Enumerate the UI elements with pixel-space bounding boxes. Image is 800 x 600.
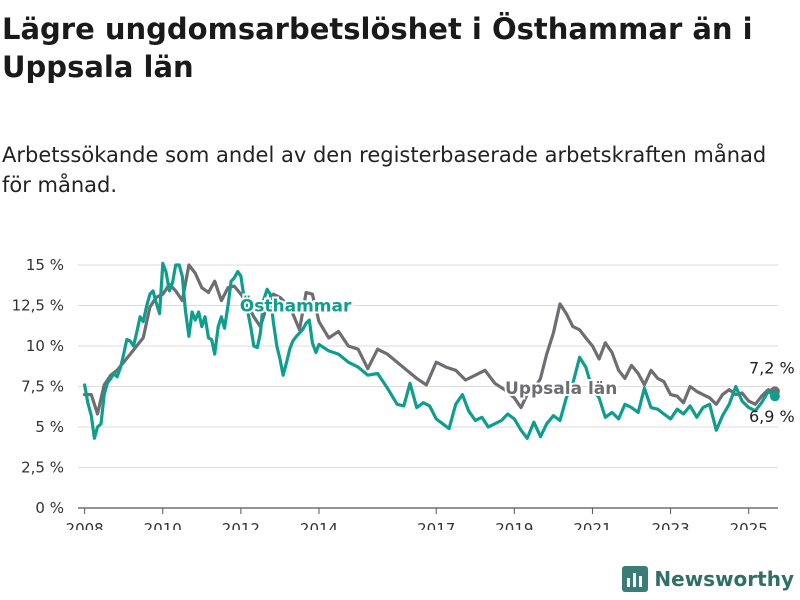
- series-name-label: Östhammar: [240, 295, 352, 317]
- x-tick-label: 2017: [417, 520, 455, 530]
- y-tick-label: 10 %: [26, 337, 64, 355]
- chart-subtitle: Arbetssökande som andel av den registerb…: [2, 143, 767, 197]
- x-tick-label: 2021: [573, 520, 611, 530]
- x-tick-label: 2025: [730, 520, 768, 530]
- series-end-label: 6,9 %: [749, 407, 795, 426]
- y-tick-label: 0 %: [35, 499, 64, 517]
- newsworthy-brand: Newsworthy: [622, 566, 794, 592]
- brand-name: Newsworthy: [654, 567, 794, 591]
- y-tick-label: 7,5 %: [21, 378, 64, 396]
- series-labels: 7,2 % 6,9 % Östhammar Uppsala län: [238, 293, 795, 427]
- x-tick-label: 2010: [144, 520, 182, 530]
- x-axis-ticks: 2008 2010 2012 2014 2017 2019 2021 2023 2025: [66, 508, 768, 530]
- x-tick-label: 2014: [300, 520, 338, 530]
- grid-lines: [78, 264, 778, 509]
- series-end-point: [769, 391, 780, 402]
- series-name-label: Uppsala län: [505, 379, 617, 399]
- y-tick-label: 2,5 %: [21, 459, 64, 477]
- series-end-label: 7,2 %: [749, 358, 795, 377]
- series-line-osthammar: [83, 261, 777, 440]
- x-tick-label: 2023: [651, 520, 689, 530]
- x-tick-label: 2008: [66, 520, 104, 530]
- y-tick-label: 5 %: [35, 418, 64, 436]
- x-tick-label: 2012: [222, 520, 260, 530]
- series-lines: [83, 261, 780, 440]
- series-line-uppsala: [83, 263, 777, 416]
- line-chart: 0 %2,5 %5 %7,5 %10 %12,5 %15 % 2008 2010 2…: [12, 256, 795, 530]
- bar-chart-logo-icon: [622, 566, 649, 592]
- y-tick-label: 12,5 %: [12, 297, 64, 315]
- y-tick-label: 15 %: [26, 256, 64, 274]
- y-axis-ticks: 0 % 2,5 % 5 % 7,5 % 10 % 12,5 % 15 %: [12, 256, 64, 517]
- chart-title: Lägre ungdomsarbetslöshet i Östhammar än…: [2, 12, 753, 84]
- x-tick-label: 2019: [495, 520, 533, 530]
